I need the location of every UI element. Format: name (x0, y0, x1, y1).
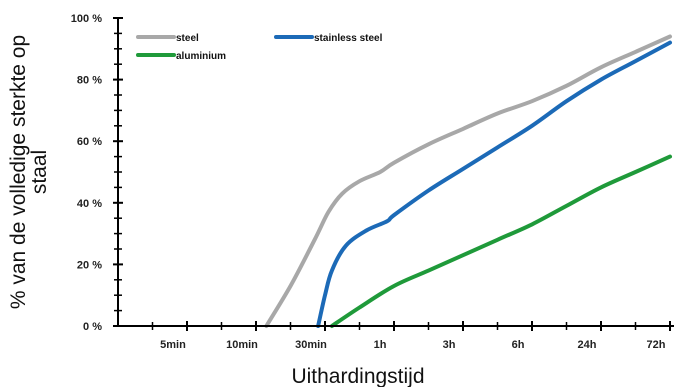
x-tick-label: 24h (578, 339, 597, 351)
y-tick-label: 0 % (83, 321, 102, 333)
x-tick-label: 30min (295, 339, 327, 351)
series-line-stainless-steel (316, 40, 672, 328)
series-layer (264, 34, 672, 328)
y-axis-title-line-1: % van de volledige sterkte op (7, 35, 30, 309)
legend-label-stainless-steel: stainless steel (314, 33, 383, 44)
legend: steel stainless steel aluminium (136, 33, 383, 62)
series-line-steel (264, 34, 672, 328)
x-tick-label: 1h (374, 339, 387, 351)
y-tick-label: 60 % (77, 136, 102, 148)
x-tick-label: 5min (160, 339, 186, 351)
series-line-aluminium (329, 154, 672, 328)
x-tick-label: 3h (443, 339, 456, 351)
axes-layer: 0 % 20 % 40 % 60 % 80 % 100 % 5min 10min 30min 1… (71, 13, 674, 351)
legend-label-aluminium: aluminium (176, 51, 226, 62)
x-axis-title: Uithardingstijd (291, 365, 424, 387)
y-tick-label: 20 % (77, 259, 102, 271)
axis-titles: Uithardingstijd % van de volledige sterk… (7, 35, 425, 387)
y-ticks: 0 % 20 % 40 % 60 % 80 % 100 % (71, 13, 123, 333)
y-tick-label: 80 % (77, 75, 102, 87)
x-tick-label: 10min (226, 339, 258, 351)
x-tick-label: 6h (512, 339, 525, 351)
x-tick-label: 72h (647, 339, 666, 351)
x-ticks: 5min 10min 30min 1h 3h 6h 24h 72h (151, 321, 671, 351)
y-tick-label: 40 % (77, 198, 102, 210)
legend-label-steel: steel (176, 33, 199, 44)
y-axis-title-line-2: staal (28, 150, 51, 194)
y-tick-label: 100 % (71, 13, 102, 25)
